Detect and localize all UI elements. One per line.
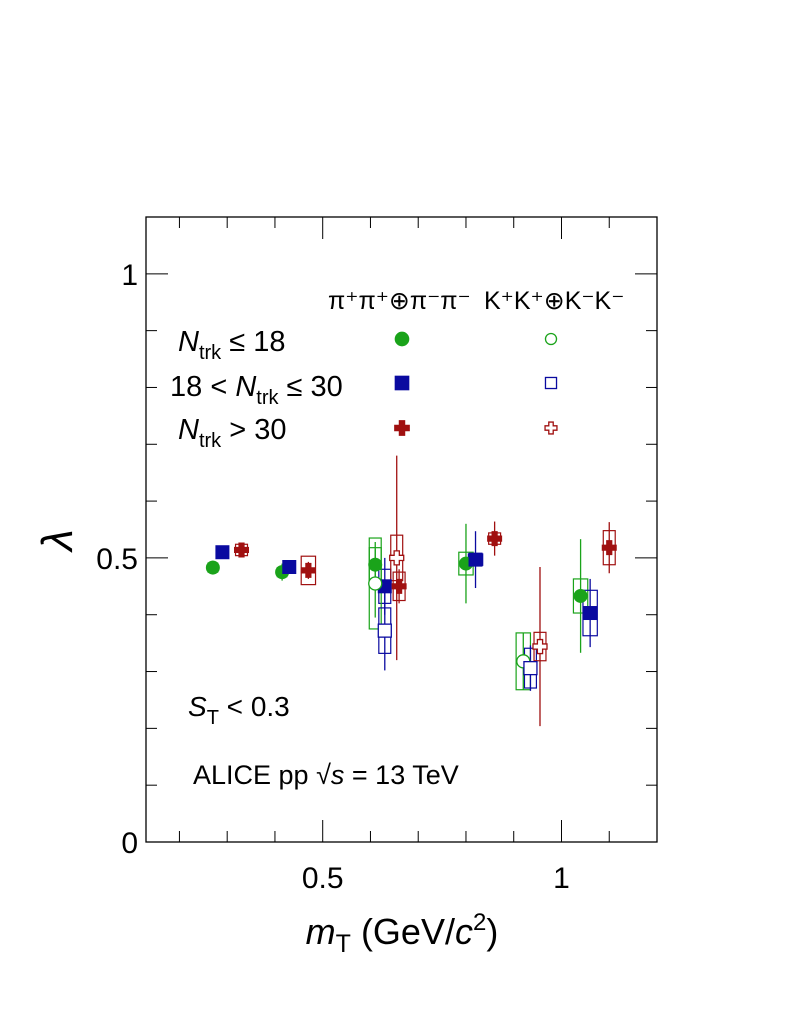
data-point-pion-0 bbox=[368, 557, 383, 572]
systematic-boxes-layer bbox=[207, 530, 616, 691]
legend-marker-pion-2 bbox=[394, 420, 410, 436]
legend-label-ntrk-low: Ntrk ≤ 18 bbox=[178, 326, 285, 364]
legend-label-ntrk-mid: 18 < Ntrk ≤ 30 bbox=[170, 371, 343, 409]
data-point-pion-2 bbox=[601, 540, 617, 556]
legend-header-kaon: K⁺K⁺⊕K⁻K⁻ bbox=[484, 287, 624, 315]
data-point-pion-2 bbox=[300, 562, 316, 578]
text-layer: mT (GeV/c2) λ π⁺π⁺⊕π⁻π⁻ K⁺K⁺⊕K⁻K⁻ Ntrk ≤… bbox=[33, 259, 624, 958]
x-tick-label: 1 bbox=[553, 862, 570, 895]
markers-layer bbox=[205, 531, 617, 676]
plot-frame bbox=[145, 216, 658, 843]
axes-layer bbox=[145, 216, 658, 843]
data-point-pion-0 bbox=[205, 560, 220, 575]
y-tick-label: 1 bbox=[121, 259, 138, 292]
legend-marker-kaon-0 bbox=[544, 332, 558, 346]
x-tick-label: 0.5 bbox=[302, 862, 344, 895]
legend-marker-kaon-2 bbox=[544, 421, 558, 435]
y-tick-label: 0.5 bbox=[96, 543, 138, 576]
data-point-kaon-1 bbox=[523, 660, 538, 676]
legend-markers-layer bbox=[394, 331, 558, 436]
legend-marker-kaon-1 bbox=[544, 376, 558, 390]
stat-errors-layer bbox=[212, 455, 610, 727]
data-point-kaon-2 bbox=[389, 550, 405, 566]
annotation-alice: ALICE pp √s = 13 TeV bbox=[193, 760, 459, 790]
data-point-pion-2 bbox=[391, 578, 407, 594]
data-point-kaon-0 bbox=[368, 576, 383, 591]
data-point-pion-2 bbox=[487, 531, 503, 547]
legend-label-ntrk-high: Ntrk > 30 bbox=[178, 414, 286, 452]
data-point-kaon-1 bbox=[377, 623, 392, 638]
x-axis-title: mT (GeV/c2) bbox=[306, 909, 499, 958]
y-axis-title: λ bbox=[33, 529, 82, 553]
legend-header-pion: π⁺π⁺⊕π⁻π⁻ bbox=[328, 287, 471, 315]
y-tick-label: 0 bbox=[121, 827, 138, 860]
data-point-pion-1 bbox=[215, 545, 230, 560]
data-point-pion-1 bbox=[282, 560, 297, 574]
data-point-pion-0 bbox=[573, 588, 588, 603]
data-point-pion-1 bbox=[583, 606, 598, 621]
data-point-kaon-2 bbox=[532, 638, 548, 655]
annotation-sphericity: ST < 0.3 bbox=[188, 691, 290, 729]
data-point-pion-1 bbox=[468, 552, 483, 567]
legend-marker-pion-1 bbox=[394, 375, 410, 391]
data-point-pion-2 bbox=[234, 542, 250, 558]
legend-marker-pion-0 bbox=[394, 331, 410, 347]
